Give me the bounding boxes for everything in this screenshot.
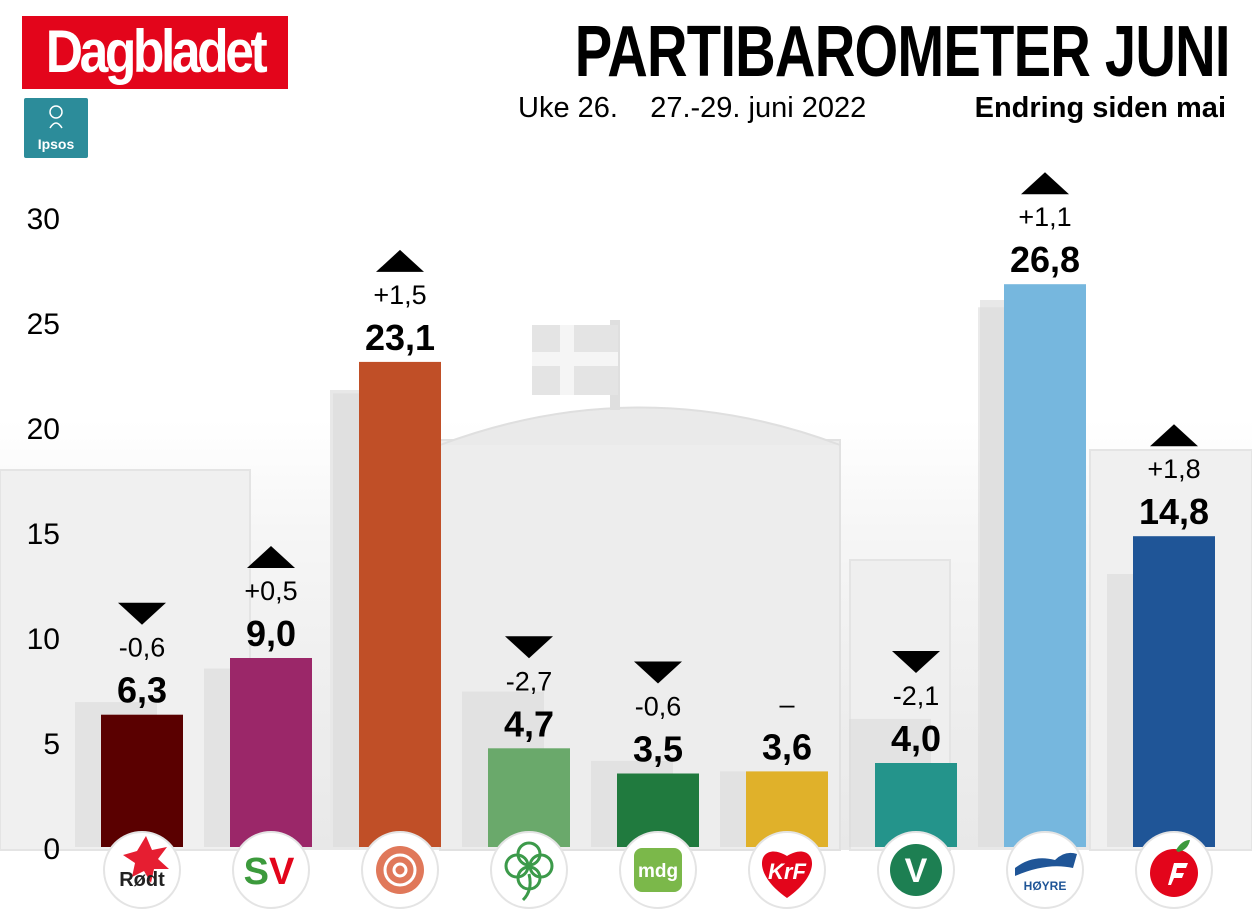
sp-clover-icon (490, 831, 568, 909)
change-label: -0,6 (119, 633, 166, 663)
page-title: PARTIBAROMETER JUNI (575, 12, 1231, 92)
value-label: 26,8 (1010, 239, 1080, 280)
ap-rose-swirl-icon (383, 853, 417, 887)
bar (359, 361, 441, 847)
value-label: 23,1 (365, 317, 435, 358)
party-logo-text: Rødt (119, 869, 165, 891)
ap-rose-petal-icon (376, 846, 424, 894)
value-label: 3,6 (762, 726, 812, 767)
bar (1004, 284, 1086, 847)
hoyre-logo-icon (1006, 831, 1084, 909)
change-label: – (779, 689, 794, 719)
up-arrow-icon (1150, 424, 1198, 447)
change-label: +1,1 (1018, 202, 1071, 232)
change-label: -2,1 (893, 681, 940, 711)
change-label: -0,6 (635, 692, 682, 722)
change-label: +1,5 (373, 280, 426, 310)
hoyre-wave-icon (1015, 852, 1077, 876)
rodt-star-icon (123, 836, 169, 883)
down-arrow-icon (634, 661, 682, 684)
y-tick-label: 30 (27, 203, 60, 236)
y-tick-label: 5 (43, 728, 60, 761)
clover-stem-icon (521, 873, 532, 902)
up-arrow-icon (1021, 172, 1069, 195)
bar-labels: 6,3 -0,6 9,0 +0,5 23,1 +1,5 4,7 -2,7 3,5 -0,6 3,6 –… (117, 172, 1209, 770)
bar (230, 658, 312, 847)
down-arrow-icon (505, 636, 553, 659)
clover-leaf-icon (504, 853, 530, 879)
venstre-disc-icon (890, 844, 942, 896)
bar (1133, 536, 1215, 847)
change-label: +0,5 (244, 576, 297, 606)
frp-apple-leaf-icon (1176, 840, 1190, 852)
krf-heart-icon (761, 851, 813, 898)
party-logo-text: KrF (768, 859, 806, 884)
ipsos-figure-icon (49, 105, 63, 129)
value-label: 6,3 (117, 670, 167, 711)
y-tick-label: 10 (27, 623, 60, 656)
down-arrow-icon (118, 602, 166, 625)
change-label: -2,7 (506, 666, 553, 696)
value-label: 4,0 (891, 718, 941, 759)
change-label: +1,8 (1147, 454, 1200, 484)
party-logo-text: HØYRE (1024, 879, 1067, 893)
y-tick-label: 25 (27, 308, 60, 341)
week-label: Uke 26. (518, 92, 618, 124)
change-legend: Endring siden mai (974, 92, 1226, 124)
ipsos-logo-text: Ipsos (37, 136, 75, 152)
up-arrow-icon (376, 249, 424, 272)
dagbladet-logo-text: Dagbladet (45, 18, 268, 85)
frp-apple-f-icon (1168, 863, 1188, 885)
bar (101, 714, 183, 847)
sv-logo-icon (232, 831, 310, 909)
y-tick-label: 20 (27, 413, 60, 446)
mdg-box-icon (634, 848, 682, 892)
y-tick-label: 0 (43, 833, 60, 866)
value-label: 14,8 (1139, 491, 1209, 532)
date-range: 27.-29. juni 2022 (650, 92, 867, 124)
bar (488, 748, 570, 847)
party-logo-text: S (244, 851, 269, 893)
subtitle-dates: Uke 26. 27.-29. juni 2022 (518, 92, 866, 125)
party-logo-text: V (269, 851, 295, 893)
y-tick-label: 15 (27, 518, 60, 551)
value-label: 4,7 (504, 703, 554, 744)
ipsos-logo: Ipsos (24, 98, 88, 158)
value-label: 3,5 (633, 729, 683, 770)
dagbladet-logo: Dagbladet (22, 16, 288, 89)
y-axis: 0 5 10 15 20 25 30 (27, 203, 60, 866)
up-arrow-icon (247, 546, 295, 568)
party-logo-text: mdg (638, 861, 678, 882)
party-logo-text: V (905, 852, 928, 890)
value-label: 9,0 (246, 613, 296, 654)
down-arrow-icon (892, 651, 940, 673)
ap-rose-center-icon (392, 862, 408, 878)
